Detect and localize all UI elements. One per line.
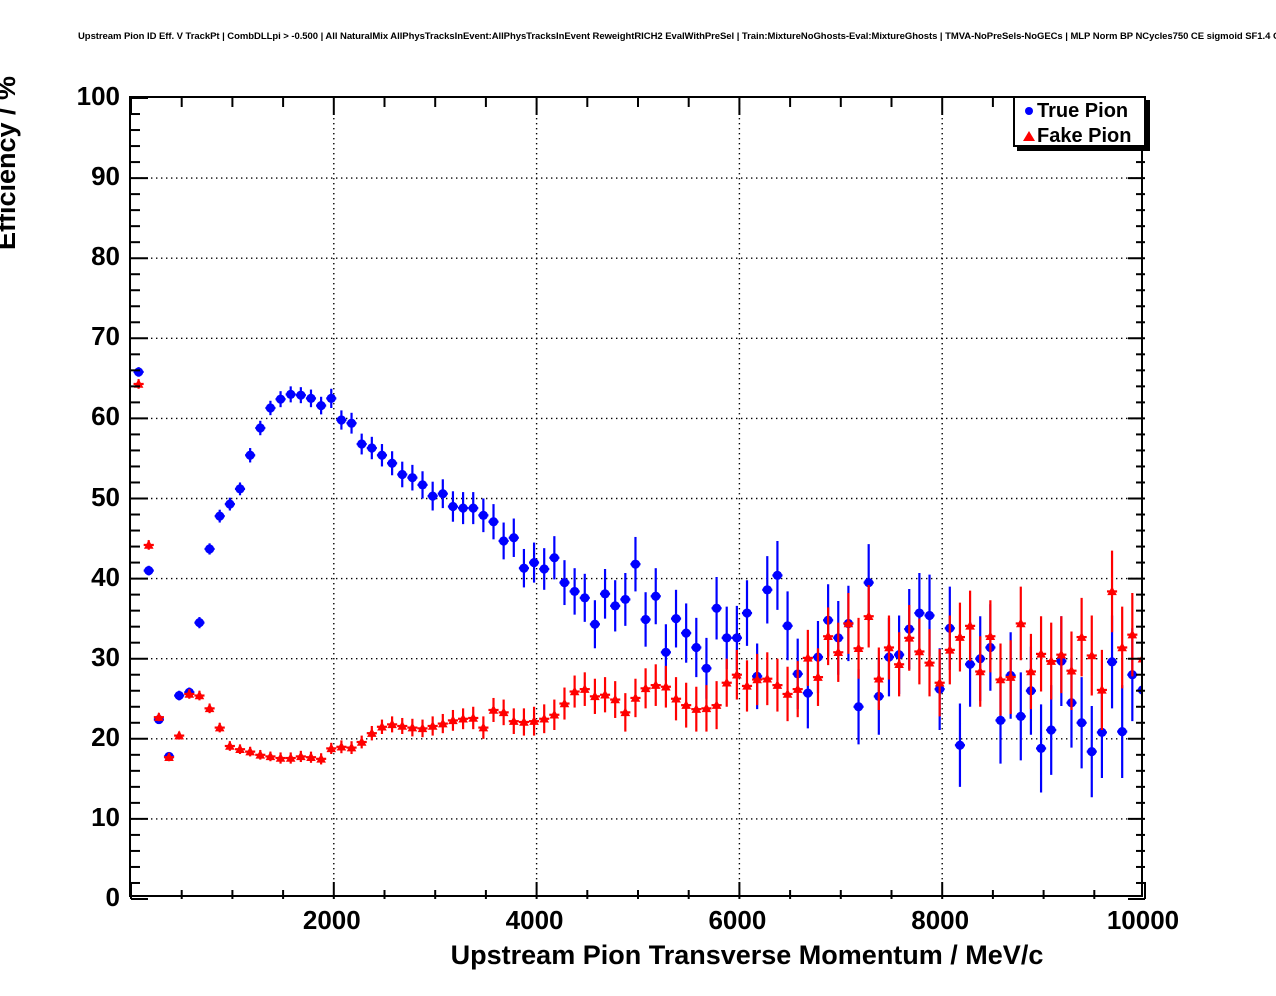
x-tick-label: 10000 (1106, 905, 1180, 935)
y-tick-label: 30 (91, 641, 120, 672)
y-tick-label: 80 (91, 241, 120, 272)
circle-marker-icon (1021, 106, 1037, 115)
y-tick-label: 0 (105, 882, 120, 912)
legend-item-true-pion[interactable]: True Pion (1015, 98, 1144, 123)
legend[interactable]: True Pion Fake Pion (1013, 96, 1146, 147)
plot-frame (129, 96, 1146, 900)
y-tick-label: 100 (76, 81, 120, 111)
page-title: Upstream Pion ID Eff. V TrackPt | CombDL… (78, 31, 1276, 42)
legend-label-fake-pion: Fake Pion (1037, 124, 1132, 147)
y-tick-label: 90 (91, 161, 120, 192)
y-tick-label: 20 (91, 721, 120, 752)
y-tick-label: 50 (91, 481, 120, 512)
legend-label-true-pion: True Pion (1037, 99, 1129, 122)
x-tick-label: 2000 (302, 905, 361, 935)
x-tick-label: 6000 (708, 905, 767, 935)
y-tick-label: 70 (91, 321, 120, 352)
triangle-marker-icon (1021, 130, 1037, 141)
x-axis-title: Upstream Pion Transverse Momentum / MeV/… (0, 940, 1276, 971)
x-tick-label: 4000 (505, 905, 564, 935)
x-axis-title-text: Upstream Pion Transverse Momentum / MeV/… (450, 940, 1044, 970)
y-tick-label: 10 (91, 801, 120, 832)
series-fake-pion (133, 378, 1141, 765)
data-series-layer (133, 367, 1141, 798)
legend-item-fake-pion[interactable]: Fake Pion (1015, 123, 1144, 148)
x-axis-tick-labels: 2000 4000 6000 8000 10000 (129, 905, 1179, 945)
y-tick-label: 60 (91, 401, 120, 432)
y-tick-label: 40 (91, 561, 120, 592)
x-tick-label: 8000 (911, 905, 970, 935)
plot-canvas (131, 98, 1141, 895)
y-axis-tick-labels: 0 10 20 30 40 50 60 70 80 90 100 (0, 83, 120, 910)
axis-ticks (130, 97, 1146, 900)
y-axis-title: Efficiency / % (0, 76, 21, 250)
